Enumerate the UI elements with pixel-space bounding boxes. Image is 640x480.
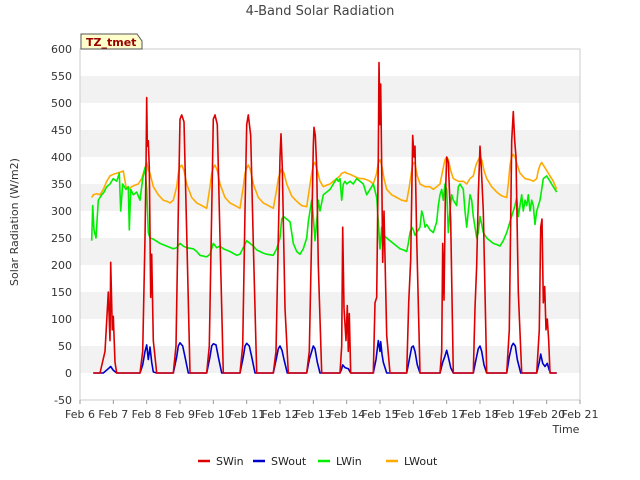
- legend-label: LWout: [404, 455, 438, 468]
- legend-item-swout: SWout: [253, 455, 307, 468]
- y-tick-label: 550: [51, 70, 72, 83]
- grid-band: [80, 346, 580, 373]
- y-tick-label: 100: [51, 313, 72, 326]
- x-tick-label: Feb 19: [495, 408, 532, 421]
- grid-band: [80, 319, 580, 346]
- legend-item-lwin: LWin: [318, 455, 362, 468]
- series-line-swin: [93, 61, 557, 374]
- series-layer: [90, 61, 558, 374]
- grid-band: [80, 76, 580, 103]
- annotation-box: TZ_tmet: [80, 33, 143, 50]
- grid-band: [80, 130, 580, 157]
- x-tick-label: Feb 7: [98, 408, 128, 421]
- annotation-label: TZ_tmet: [86, 36, 136, 49]
- grid-band: [80, 373, 580, 400]
- x-tick-label: Feb 17: [428, 408, 465, 421]
- y-tick-label: 300: [51, 205, 72, 218]
- legend: SWin SWout LWin LWout: [198, 455, 438, 468]
- plot-area: [79, 48, 581, 401]
- y-tick-label: 50: [58, 340, 72, 353]
- y-tick-label: 600: [51, 43, 72, 56]
- legend-label: LWin: [336, 455, 362, 468]
- y-tick-label: 450: [51, 124, 72, 137]
- y-tick-label: 400: [51, 151, 72, 164]
- grid-band: [80, 49, 580, 76]
- x-tick-label: Feb 18: [462, 408, 499, 421]
- x-tick-label: Feb 10: [195, 408, 232, 421]
- legend-label: SWin: [216, 455, 244, 468]
- x-tick-label: Feb 12: [262, 408, 299, 421]
- x-axis-label: Time: [552, 423, 580, 436]
- x-tick-label: Feb 15: [362, 408, 399, 421]
- legend-label: SWout: [271, 455, 307, 468]
- y-tick-label: -50: [54, 394, 72, 407]
- y-axis-label: Solar Radiation (W/m2): [8, 158, 21, 286]
- grid-band: [80, 103, 580, 130]
- x-tick-label: Feb 14: [328, 408, 365, 421]
- x-tick-label: Feb 11: [228, 408, 265, 421]
- y-tick-label: 250: [51, 232, 72, 245]
- x-tick-label: Feb 20: [528, 408, 565, 421]
- grid-band: [80, 292, 580, 319]
- legend-item-lwout: LWout: [386, 455, 438, 468]
- x-tick-label: Feb 9: [165, 408, 195, 421]
- y-tick-label: 150: [51, 286, 72, 299]
- y-tick-label: 350: [51, 178, 72, 191]
- y-tick-label: 0: [65, 367, 72, 380]
- x-tick-label: Feb 13: [295, 408, 332, 421]
- grid-band: [80, 157, 580, 184]
- grid-bands: [80, 49, 580, 400]
- x-tick-label: Feb 6: [65, 408, 95, 421]
- series-line-lwin: [90, 167, 558, 258]
- y-tick-label: 500: [51, 97, 72, 110]
- grid-band: [80, 211, 580, 238]
- x-tick-label: Feb 21: [562, 408, 599, 421]
- y-tick-label: 200: [51, 259, 72, 272]
- y-axis-ticks: -50 0 50 100 150 200 250 300 350 400 450 500 550 600: [51, 43, 72, 407]
- chart-title: 4-Band Solar Radiation: [246, 4, 395, 19]
- x-tick-label: Feb 8: [132, 408, 162, 421]
- legend-item-swin: SWin: [198, 455, 244, 468]
- grid-band: [80, 238, 580, 265]
- x-tick-label: Feb 16: [395, 408, 432, 421]
- series-line-lwout: [91, 153, 558, 210]
- grid-band: [80, 265, 580, 292]
